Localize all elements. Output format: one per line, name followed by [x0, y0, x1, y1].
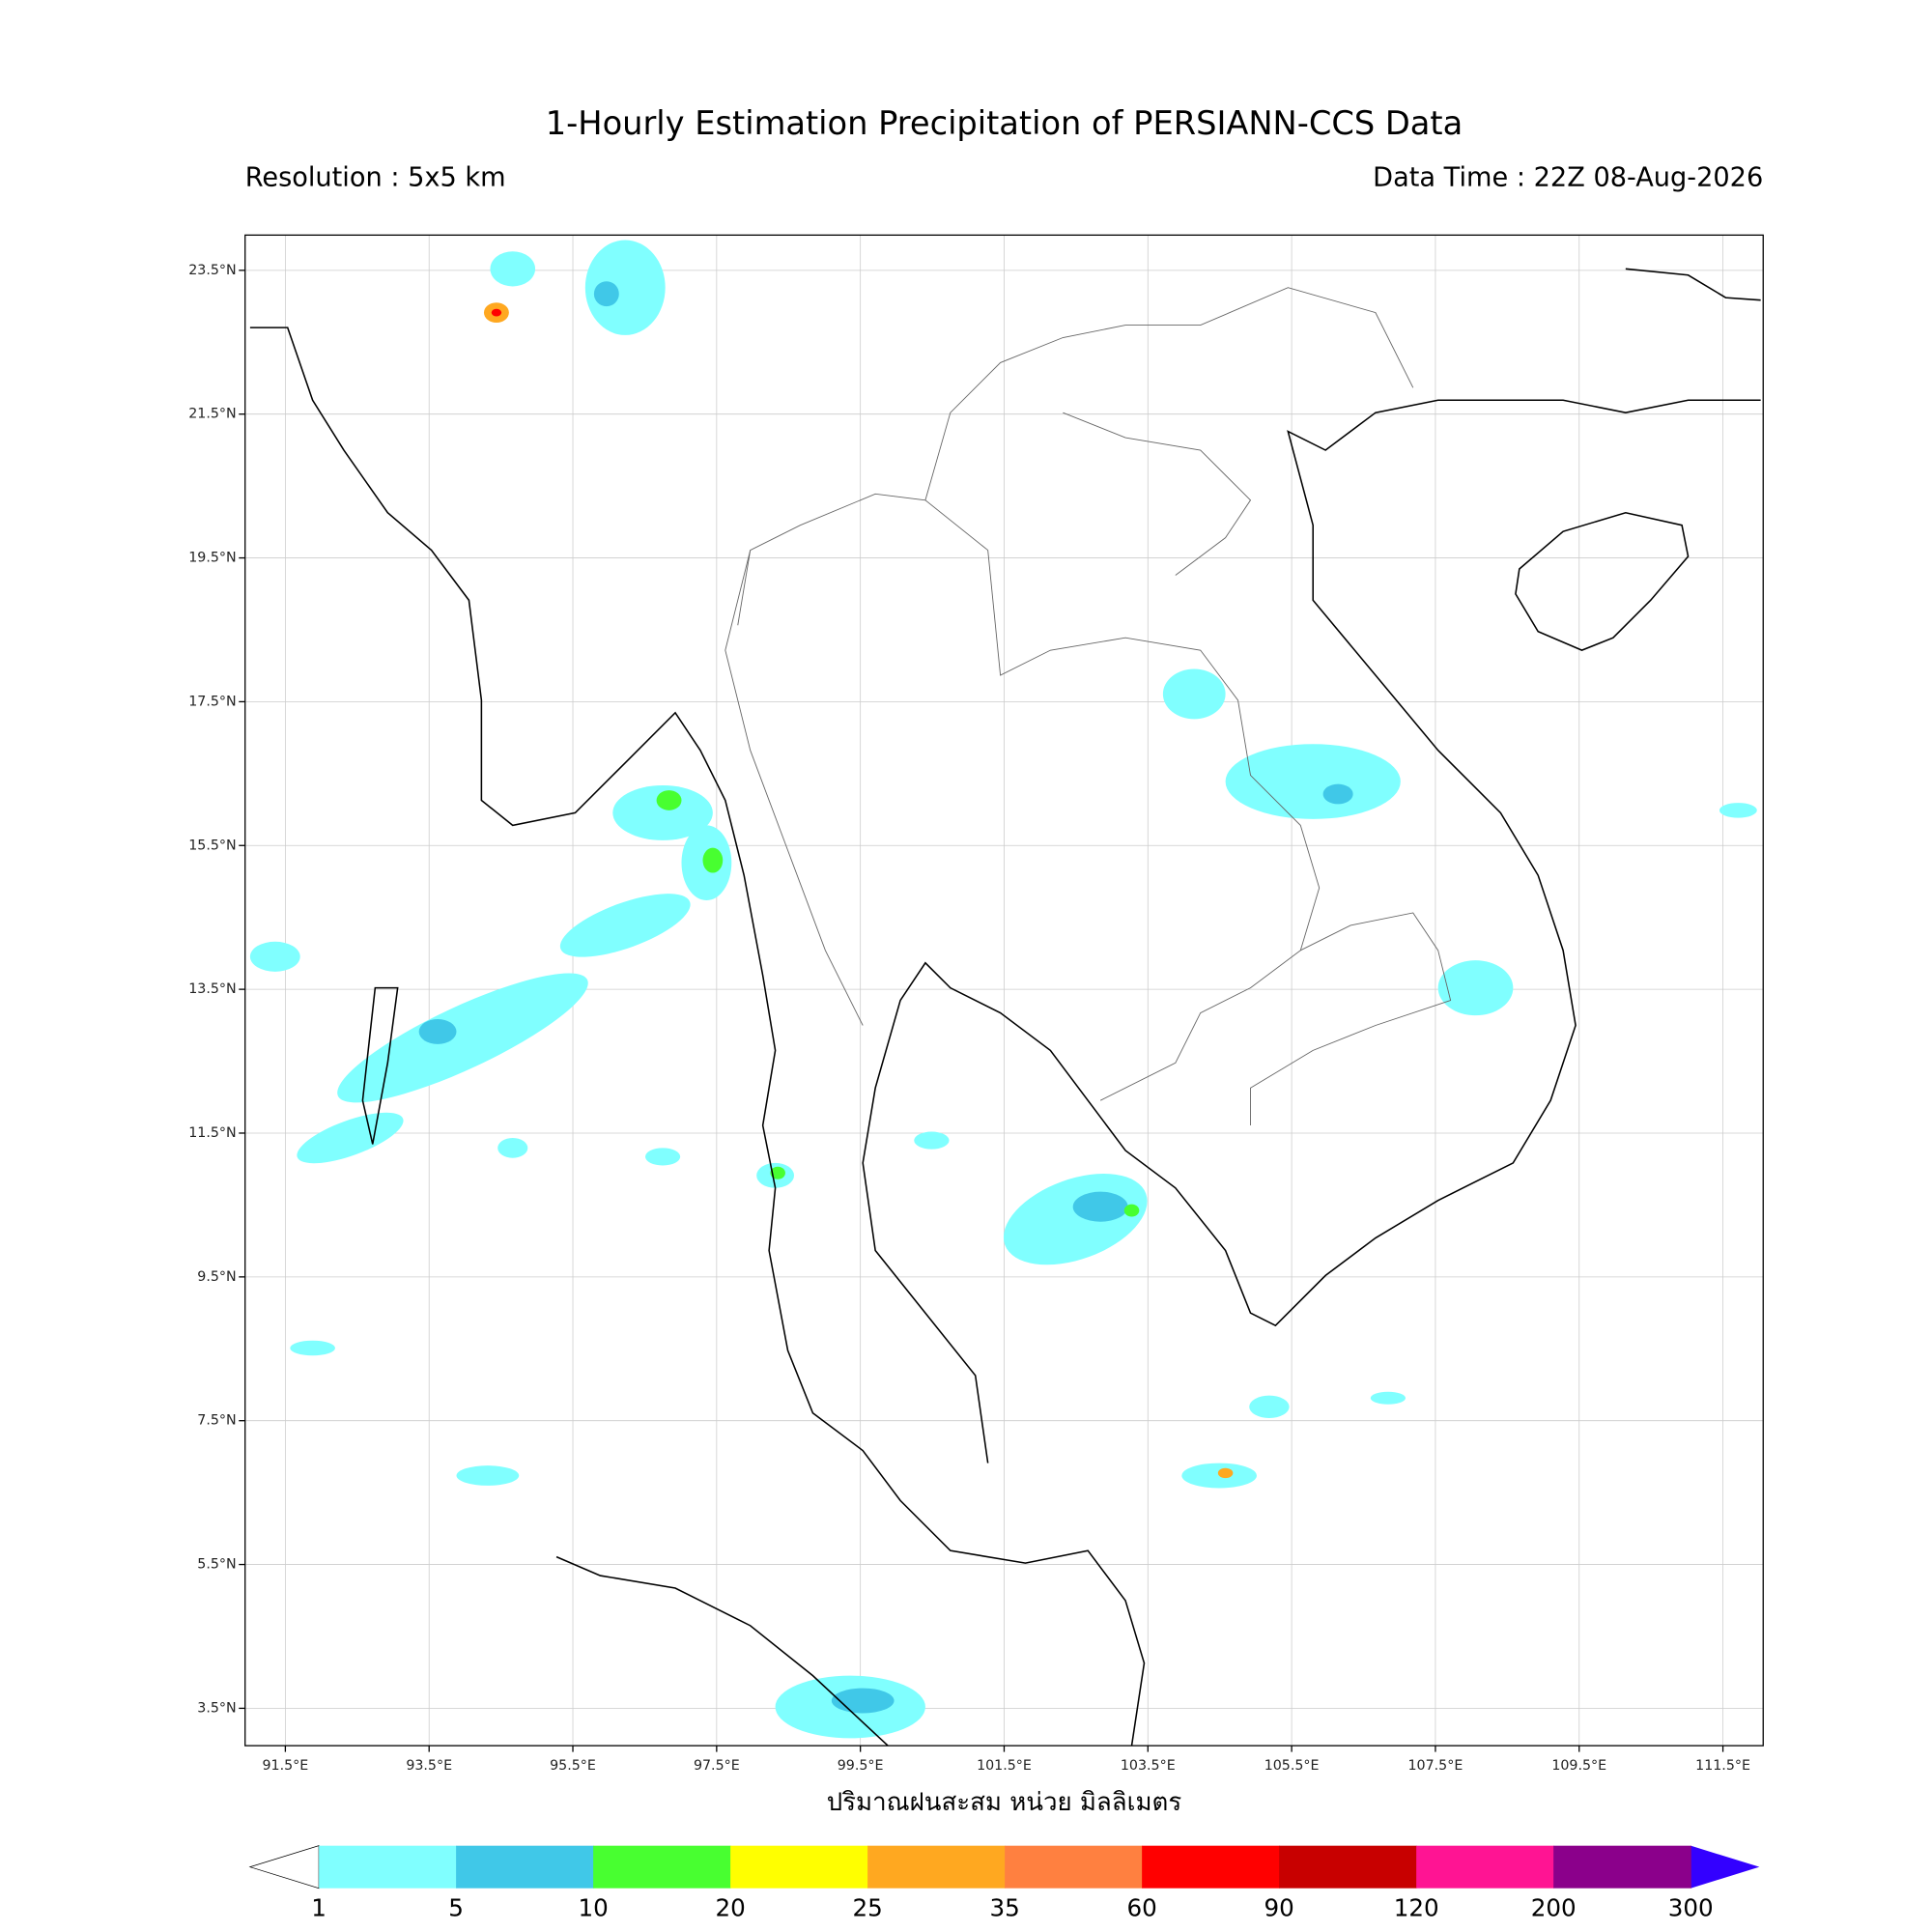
colorbar-tick-label: 5	[448, 1894, 464, 1922]
borders	[724, 287, 1452, 1126]
resolution: Resolution : 5x5 km	[245, 163, 506, 193]
colorbar-box	[1279, 1845, 1417, 1889]
data-time: Data Time : 22Z 08-Aug-2026	[1373, 163, 1763, 193]
colorbar-tick-label: 35	[989, 1894, 1019, 1922]
colorbar-tick-label: 90	[1264, 1894, 1294, 1922]
x-tick-label: 109.5°E	[1551, 1758, 1606, 1774]
colorbar-tick-label: 300	[1668, 1894, 1714, 1922]
y-tick-label: 19.5°N	[188, 551, 236, 566]
colorbar-tick-label: 25	[852, 1894, 882, 1922]
y-tick-label: 3.5°N	[197, 1700, 236, 1716]
x-tick-label: 99.5°E	[838, 1758, 884, 1774]
y-tick-label: 11.5°N	[188, 1125, 236, 1141]
colorbar-under	[248, 1845, 320, 1889]
y-tick-label: 5.5°N	[197, 1557, 236, 1573]
y-tick-label: 17.5°N	[188, 694, 236, 709]
colorbar-box	[319, 1845, 457, 1889]
y-tick-label: 13.5°N	[188, 981, 236, 997]
colorbar-box	[1553, 1845, 1691, 1889]
x-tick-label: 103.5°E	[1121, 1758, 1176, 1774]
colorbar-tick-label: 10	[578, 1894, 608, 1922]
colorbar-box	[593, 1845, 731, 1889]
coastlines	[249, 268, 1761, 1747]
colorbar-box	[867, 1845, 1006, 1889]
colorbar-tick-label: 20	[715, 1894, 745, 1922]
colorbar-tick-label: 60	[1126, 1894, 1156, 1922]
x-tick-label: 91.5°E	[263, 1758, 309, 1774]
x-tick-label: 95.5°E	[550, 1758, 596, 1774]
colorbar-tick-label: 200	[1531, 1894, 1577, 1922]
x-tick-label: 97.5°E	[694, 1758, 740, 1774]
colorbar-box	[456, 1845, 594, 1889]
colorbar-box	[1142, 1845, 1280, 1889]
colorbar-box	[730, 1845, 868, 1889]
rain-areas	[249, 240, 1757, 1739]
colorbar-tick-label: 1	[311, 1894, 327, 1922]
colorbar: 1 5 10 20 25 35 60 90 120 200 300	[248, 1845, 1760, 1922]
colorbar-over	[1690, 1845, 1760, 1889]
colorbar-tick-label: 120	[1394, 1894, 1439, 1922]
colorbar-label: ปริมาณฝนสะสม หน่วย มิลลิเมตร	[827, 1788, 1182, 1817]
colorbar-box	[1416, 1845, 1554, 1889]
y-tick-label: 9.5°N	[197, 1269, 236, 1285]
x-tick-label: 105.5°E	[1264, 1758, 1320, 1774]
y-tick-label: 15.5°N	[188, 838, 236, 853]
x-tick-label: 93.5°E	[406, 1758, 452, 1774]
y-tick-label: 23.5°N	[188, 263, 236, 278]
x-tick-label: 107.5°E	[1408, 1758, 1463, 1774]
title: 1-Hourly Estimation Precipitation of PER…	[546, 104, 1463, 142]
colorbar-box	[1005, 1845, 1143, 1889]
y-tick-label: 21.5°N	[188, 407, 236, 422]
x-tick-label: 111.5°E	[1695, 1758, 1750, 1774]
y-tick-label: 7.5°N	[197, 1413, 236, 1429]
x-tick-label: 101.5°E	[977, 1758, 1032, 1774]
grid	[244, 235, 1764, 1747]
